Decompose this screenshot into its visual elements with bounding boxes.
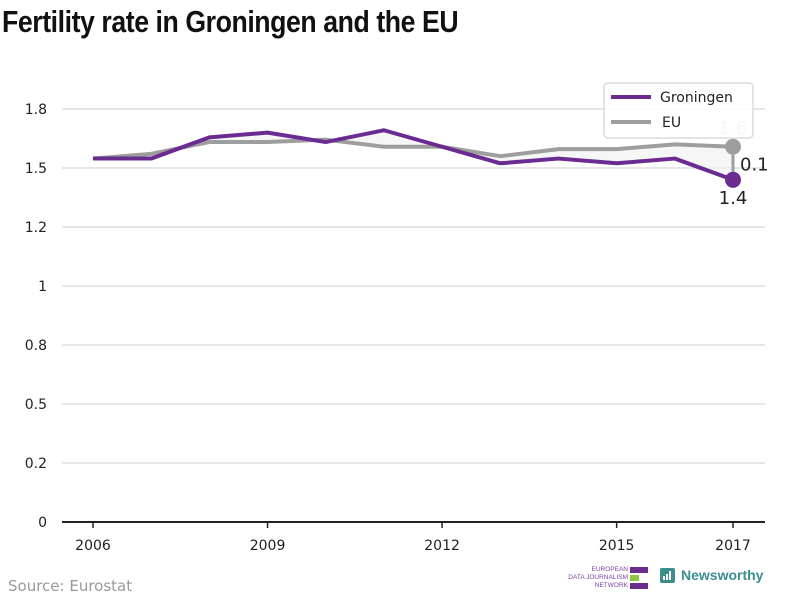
y-tick-label: 0.5 xyxy=(25,397,47,413)
newsworthy-chart-icon xyxy=(660,567,675,583)
edjnet-line-3: NETWORK xyxy=(594,582,628,589)
chart-title: Fertility rate in Groningen and the EU xyxy=(2,4,459,39)
series-line-eu xyxy=(92,137,734,161)
groningen-endpoint-marker xyxy=(725,171,741,188)
y-tick-label: 0.2 xyxy=(25,456,47,472)
legend-label-groningen: Groningen xyxy=(660,90,733,106)
edjnet-logo-text: EUROPEAN DATA JOURNALISM NETWORK xyxy=(568,566,628,590)
edjnet-bar-bottom xyxy=(630,583,648,589)
y-tick-label: 1 xyxy=(38,279,47,295)
y-tick-label: 1.8 xyxy=(25,102,47,118)
y-axis-tick-labels: 0 0.2 0.5 0.8 1 1.2 1.5 1.8 xyxy=(25,102,47,531)
source-note: Source: Eurostat xyxy=(8,577,133,595)
y-tick-label: 1.5 xyxy=(25,161,47,177)
series-line-groningen xyxy=(93,128,734,182)
x-tick-label: 2017 xyxy=(715,538,751,554)
y-tick-label: 0 xyxy=(38,515,47,531)
gridlines xyxy=(62,108,765,464)
edjnet-bar-middle xyxy=(630,575,639,581)
y-tick-label: 1.2 xyxy=(25,220,47,236)
legend: Groningen EU xyxy=(603,82,754,139)
x-tick-label: 2012 xyxy=(424,538,460,554)
eu-endpoint-marker xyxy=(725,138,741,155)
x-tick-label: 2006 xyxy=(75,538,111,554)
groningen-last-value-label: 1.4 xyxy=(719,188,748,209)
edjnet-bar-top xyxy=(630,567,648,573)
difference-label: 0.1 xyxy=(740,154,769,175)
x-tick-label: 2009 xyxy=(250,538,286,554)
x-tick-label: 2015 xyxy=(599,538,635,554)
newsworthy-logo-text: Newsworthy xyxy=(681,567,764,583)
edjnet-line-1: EUROPEAN xyxy=(591,566,628,573)
y-tick-label: 0.8 xyxy=(25,338,47,354)
newsworthy-logo: Newsworthy xyxy=(660,565,763,585)
legend-label-eu: EU xyxy=(662,115,681,131)
x-axis: 2006 2009 2012 2015 2017 xyxy=(62,521,765,554)
edjnet-logo: EUROPEAN DATA JOURNALISM NETWORK xyxy=(568,566,650,590)
edjnet-line-2: DATA JOURNALISM xyxy=(568,574,628,581)
series-lines xyxy=(92,128,734,182)
